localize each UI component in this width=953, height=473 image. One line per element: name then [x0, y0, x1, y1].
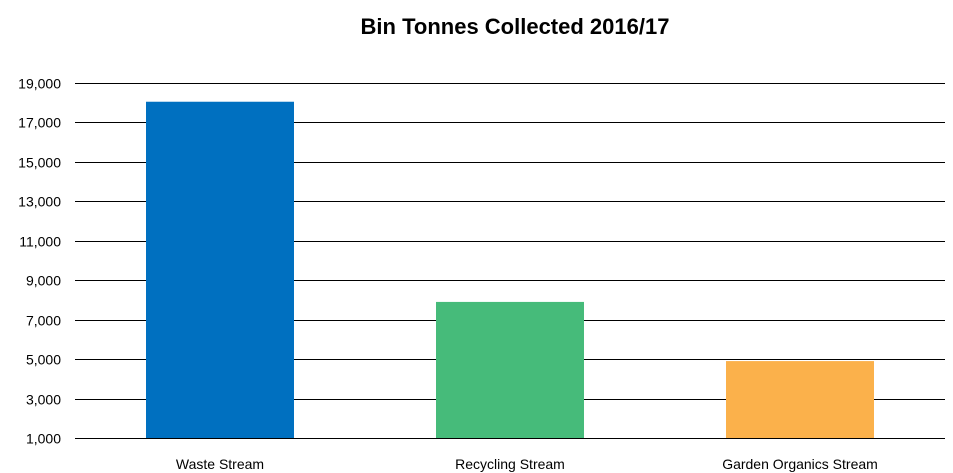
- bar-waste-stream: [146, 101, 294, 438]
- y-tick-label: 3,000: [26, 392, 61, 408]
- y-tick-label: 7,000: [26, 313, 61, 329]
- y-tick-label: 13,000: [18, 194, 61, 210]
- x-tick-label: Recycling Stream: [455, 456, 565, 472]
- bars: [146, 101, 874, 438]
- y-tick-label: 11,000: [19, 234, 61, 250]
- x-axis-tick-labels: Waste Stream Recycling Stream Garden Organ…: [176, 456, 878, 472]
- y-tick-label: 17,000: [18, 115, 61, 131]
- x-tick-label: Garden Organics Stream: [722, 456, 878, 472]
- y-axis-tick-labels: 1,000 3,000 5,000 7,000 9,000 11,000 13,000 15,…: [18, 76, 61, 447]
- y-tick-label: 1,000: [26, 431, 61, 447]
- y-tick-label: 9,000: [26, 273, 61, 289]
- y-tick-label: 15,000: [18, 155, 61, 171]
- chart-title: Bin Tonnes Collected 2016/17: [360, 14, 670, 39]
- bar-garden-organics-stream: [726, 361, 874, 438]
- x-tick-label: Waste Stream: [176, 456, 264, 472]
- bar-recycling-stream: [436, 301, 584, 438]
- y-tick-label: 19,000: [18, 76, 61, 92]
- y-tick-label: 5,000: [26, 352, 61, 368]
